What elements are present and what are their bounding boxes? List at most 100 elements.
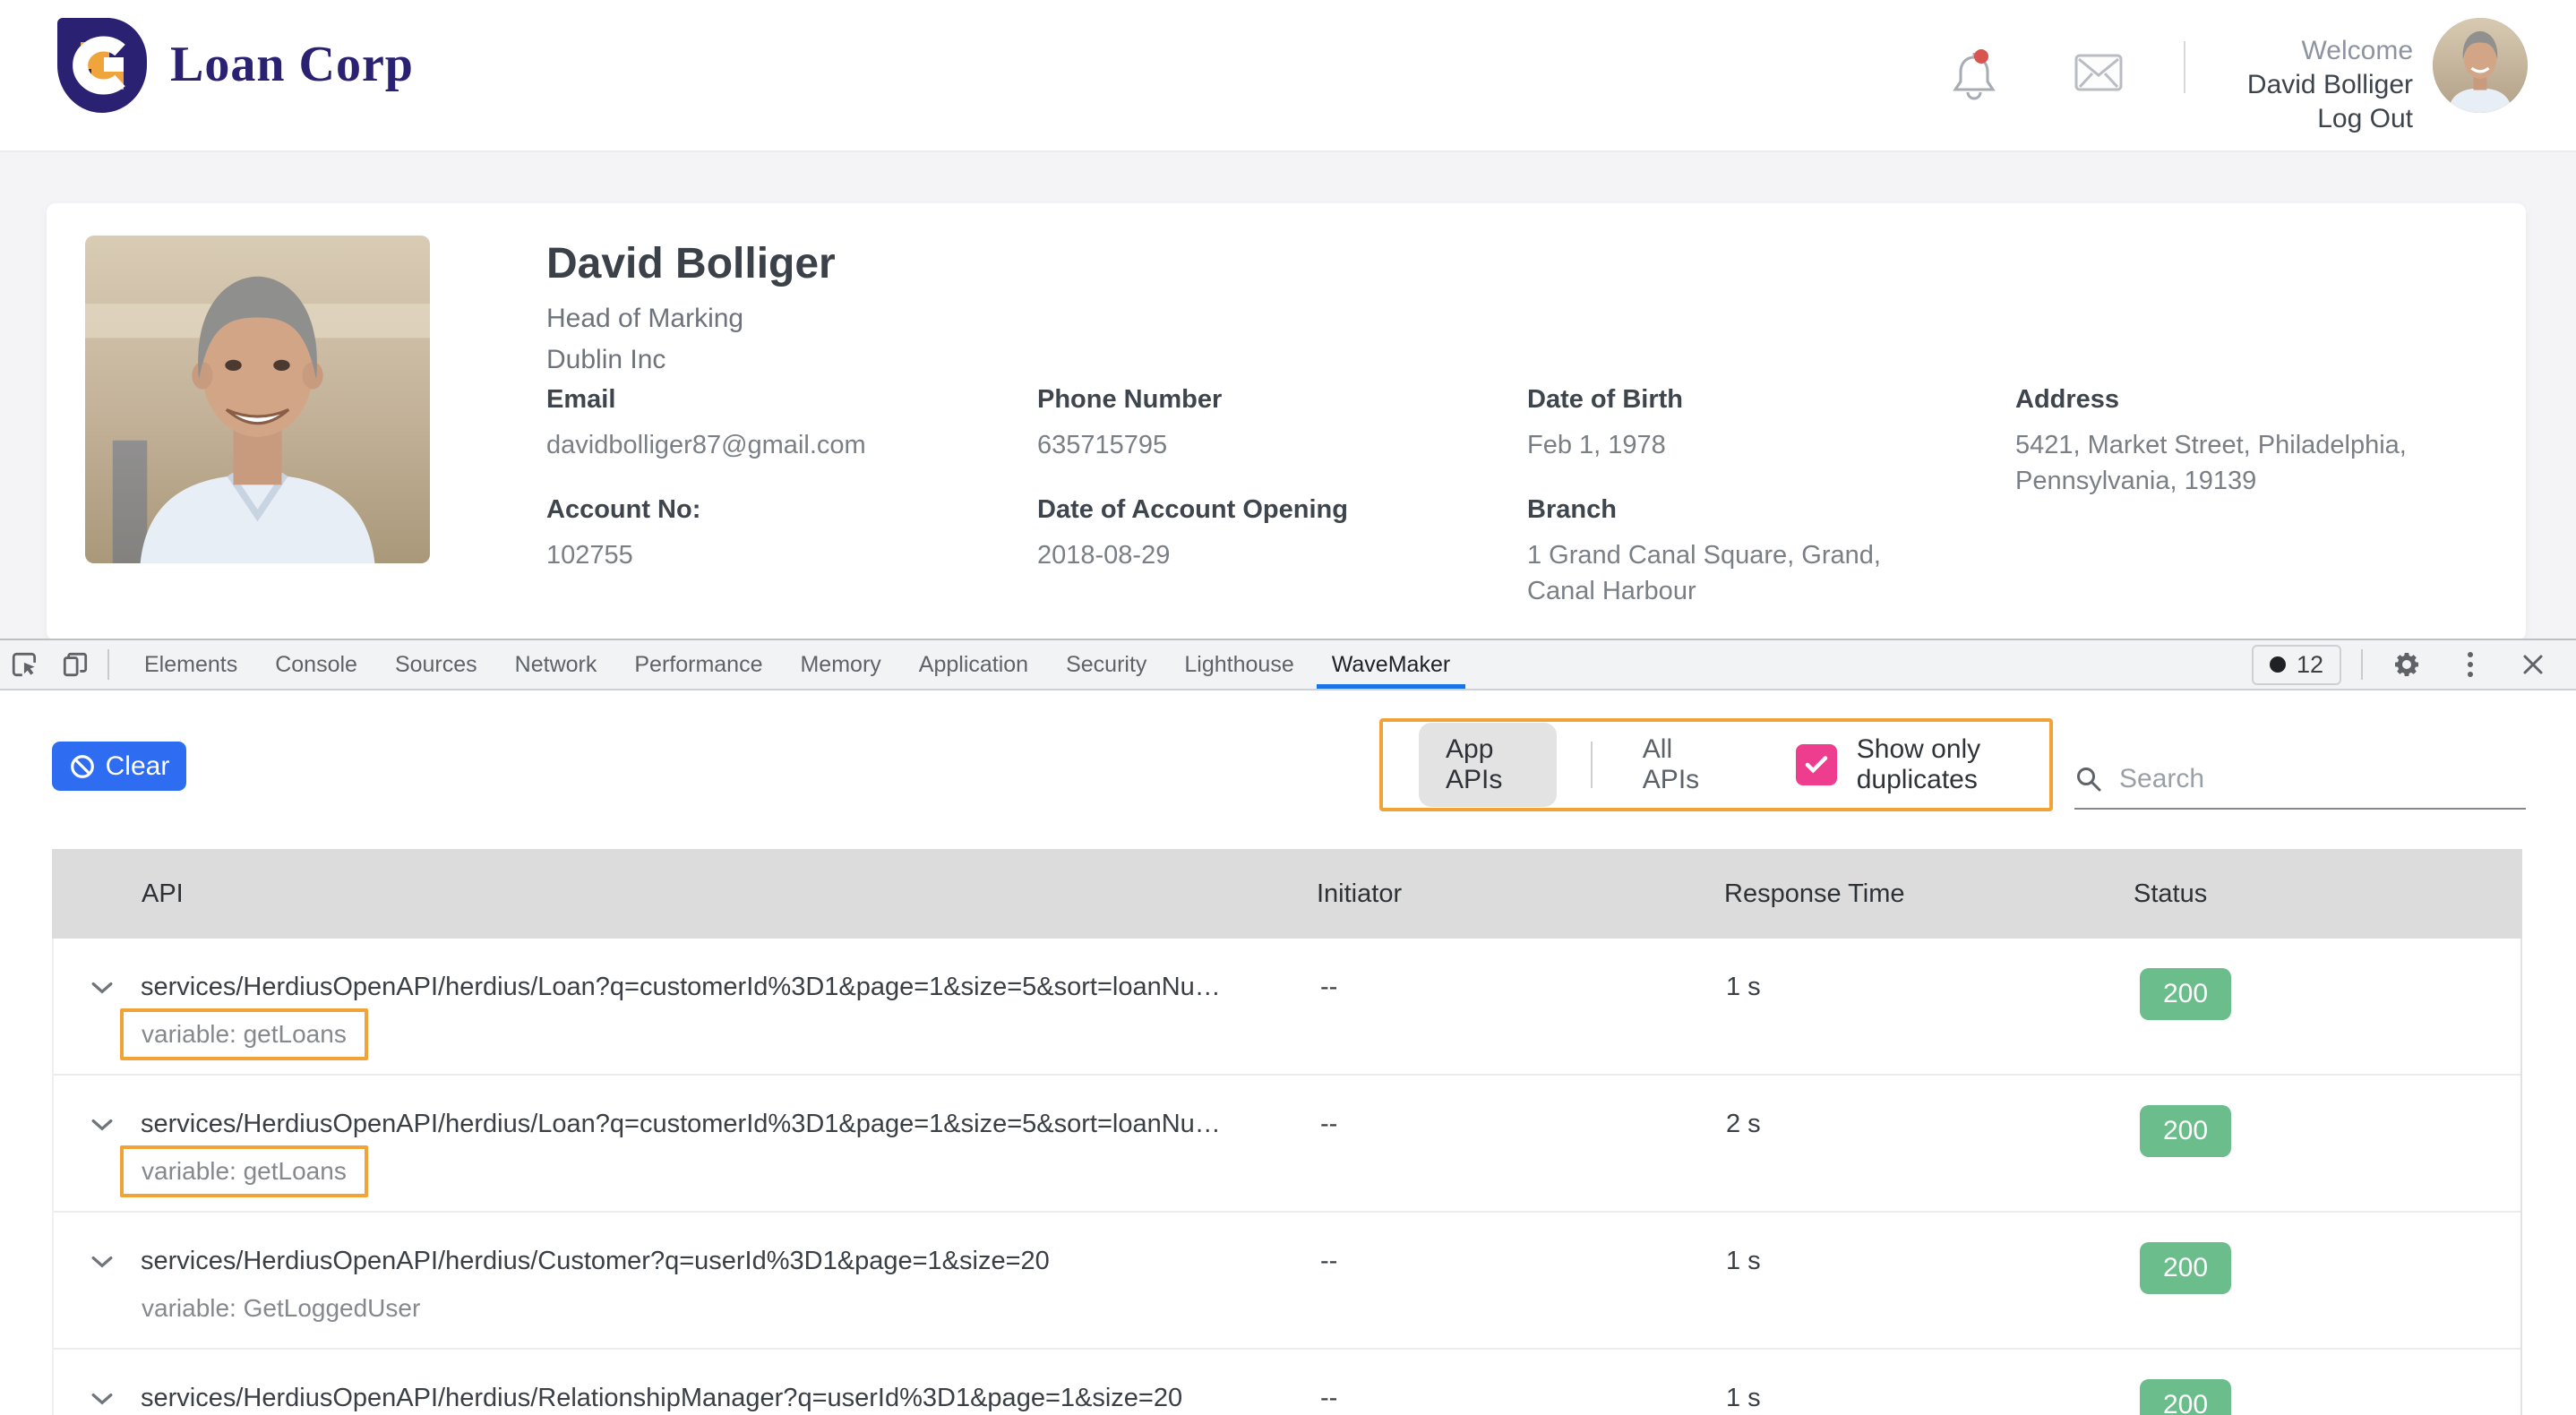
chevron-down-icon[interactable] — [91, 1393, 124, 1411]
tab-elements[interactable]: Elements — [125, 640, 256, 689]
more-options-kebab-icon[interactable] — [2445, 640, 2495, 689]
devtools-tab-label: Sources — [394, 651, 477, 677]
column-initiator: Initiator — [1317, 879, 1403, 908]
ban-icon — [70, 754, 94, 778]
notifications-bell-icon[interactable] — [1951, 47, 1997, 102]
devtools-divider — [2361, 649, 2363, 680]
variable-name: variable: getLoans — [120, 1008, 368, 1060]
response-time-value: 1 s — [1726, 973, 1761, 1001]
check-icon — [1805, 756, 1827, 774]
tab-network[interactable]: Network — [496, 640, 616, 689]
search-box — [2074, 750, 2526, 810]
profile-field-value: 2018-08-29 — [1037, 541, 1171, 570]
all-apis-toggle[interactable]: All APIs — [1642, 734, 1700, 794]
user-avatar[interactable] — [2433, 18, 2528, 113]
device-toolbar-icon[interactable] — [50, 640, 100, 689]
welcome-text: Welcome — [2301, 36, 2413, 65]
app-header: Loan Corp Welcome David Bolliger Log Out — [0, 0, 2576, 152]
profile-field: Branch 1 Grand Canal Square, Grand, Cana… — [1527, 495, 1939, 609]
show-only-duplicates-checkbox[interactable] — [1795, 744, 1837, 785]
devtools-tab-label: Lighthouse — [1184, 651, 1294, 677]
profile-field: Account No: 102755 — [546, 495, 1012, 573]
chevron-down-icon[interactable] — [91, 1119, 124, 1136]
profile-field-value: Feb 1, 1978 — [1527, 431, 1666, 459]
profile-field-label: Phone Number — [1037, 385, 1223, 414]
profile-field-value: davidbolliger87@gmail.com — [546, 431, 866, 459]
search-icon — [2077, 768, 2101, 792]
customer-title: Head of Marking — [546, 304, 744, 333]
brand-name: Loan Corp — [170, 37, 414, 92]
issues-count: 12 — [2296, 650, 2323, 678]
table-row: services/HerdiusOpenAPI/herdius/Loan?q=c… — [54, 1076, 2520, 1213]
issues-count-badge[interactable]: 12 — [2251, 644, 2341, 685]
api-url: services/HerdiusOpenAPI/herdius/Loan?q=c… — [141, 1110, 1221, 1138]
table-row: services/HerdiusOpenAPI/herdius/Relation… — [54, 1350, 2520, 1415]
messages-envelope-icon[interactable] — [2074, 54, 2123, 91]
tab-application[interactable]: Application — [900, 640, 1047, 689]
profile-field-label: Date of Birth — [1527, 385, 1683, 414]
response-time-value: 2 s — [1726, 1110, 1761, 1138]
devtools-tab-label: Console — [275, 651, 357, 677]
profile-photo — [85, 236, 430, 563]
tab-security[interactable]: Security — [1047, 640, 1165, 689]
status-badge: 200 — [2140, 968, 2231, 1020]
clear-button[interactable]: Clear — [52, 742, 186, 791]
initiator-value: -- — [1320, 1247, 1338, 1275]
initiator-value: -- — [1320, 1110, 1338, 1138]
show-only-duplicates-label[interactable]: Show only duplicates — [1856, 734, 1981, 794]
column-response-time: Response Time — [1724, 879, 1905, 908]
profile-field-label: Email — [546, 385, 616, 414]
profile-field-value: 635715795 — [1037, 431, 1168, 459]
search-input[interactable] — [2119, 764, 2526, 794]
profile-field-label: Account No: — [546, 495, 701, 524]
variable-name: variable: getLoans — [120, 1145, 368, 1197]
profile-field-label: Branch — [1527, 495, 1617, 524]
app-apis-toggle[interactable]: App APIs — [1419, 723, 1558, 807]
response-time-value: 1 s — [1726, 1384, 1761, 1412]
loan-corp-logo-icon — [57, 18, 147, 113]
profile-field: Address 5421, Market Street, Philadelphi… — [2015, 385, 2463, 499]
api-url: services/HerdiusOpenAPI/herdius/Loan?q=c… — [141, 973, 1221, 1001]
tab-console[interactable]: Console — [256, 640, 376, 689]
chevron-down-icon[interactable] — [91, 982, 124, 999]
api-table-body: services/HerdiusOpenAPI/herdius/Loan?q=c… — [52, 939, 2522, 1415]
tab-performance[interactable]: Performance — [615, 640, 781, 689]
table-row: services/HerdiusOpenAPI/herdius/Loan?q=c… — [54, 939, 2520, 1076]
logout-link[interactable]: Log Out — [2317, 104, 2413, 133]
status-badge: 200 — [2140, 1242, 2231, 1294]
api-url: services/HerdiusOpenAPI/herdius/Customer… — [141, 1247, 1050, 1275]
profile-field: Phone Number 635715795 — [1037, 385, 1503, 463]
devtools-tab-label: Security — [1066, 651, 1147, 677]
tab-sources[interactable]: Sources — [376, 640, 496, 689]
initiator-value: -- — [1320, 1384, 1338, 1412]
devtools-toolbar: Elements Console Sources Network Performance… — [0, 639, 2576, 690]
initiator-value: -- — [1320, 973, 1338, 1001]
tab-memory[interactable]: Memory — [781, 640, 899, 689]
devtools-tab-label: Network — [514, 651, 597, 677]
column-api: API — [142, 879, 184, 908]
devtools-tab-label: Performance — [634, 651, 763, 677]
issues-dot-icon — [2269, 656, 2286, 673]
column-status: Status — [2134, 879, 2208, 908]
inspect-element-icon[interactable] — [0, 640, 50, 689]
settings-gear-icon[interactable] — [2383, 640, 2433, 689]
profile-field-label: Address — [2015, 385, 2120, 414]
profile-card: David Bolliger Head of Marking Dublin In… — [47, 203, 2526, 640]
devtools-divider — [107, 649, 109, 680]
header-divider — [2184, 41, 2185, 93]
table-header: API Initiator Response Time Status — [52, 849, 2522, 939]
profile-field: Email davidbolliger87@gmail.com — [546, 385, 1012, 463]
profile-field-value: 5421, Market Street, Philadelphia, Penns… — [2015, 431, 2407, 495]
api-url: services/HerdiusOpenAPI/herdius/Relation… — [141, 1384, 1183, 1412]
tab-wavemaker[interactable]: WaveMaker — [1313, 640, 1469, 689]
devtools-tab-label: Memory — [800, 651, 881, 677]
customer-name: David Bolliger — [546, 240, 836, 287]
tab-lighthouse[interactable]: Lighthouse — [1165, 640, 1312, 689]
profile-field: Date of Account Opening 2018-08-29 — [1037, 495, 1503, 573]
status-badge: 200 — [2140, 1105, 2231, 1157]
devtools-tab-label: Elements — [144, 651, 238, 677]
header-user-name: David Bolliger — [2246, 70, 2413, 99]
close-devtools-icon[interactable] — [2508, 640, 2558, 689]
chevron-down-icon[interactable] — [91, 1256, 124, 1274]
status-badge: 200 — [2140, 1379, 2231, 1415]
